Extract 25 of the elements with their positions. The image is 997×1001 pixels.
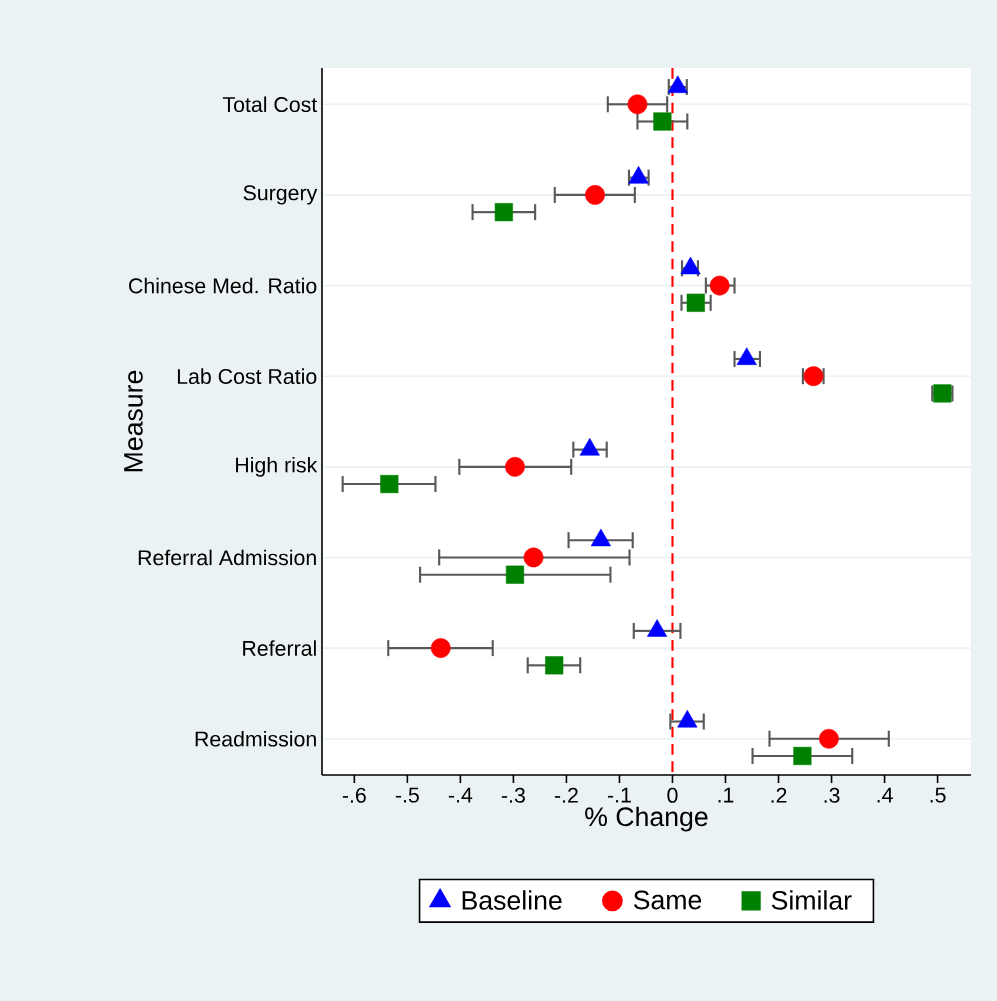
y-tick-label: Referral xyxy=(243,640,316,656)
x-tick-label: .2 xyxy=(771,787,787,803)
x-axis-title: % Change xyxy=(585,806,708,832)
y-tick-label: High risk xyxy=(236,456,318,477)
x-tick-label: -.2 xyxy=(554,787,578,803)
y-tick-label: Referral Admission xyxy=(138,549,316,566)
x-tick-label: -.6 xyxy=(342,787,366,803)
y-tick-label: Chinese Med. Ratio xyxy=(129,277,317,294)
x-tick-label: -.1 xyxy=(607,787,631,803)
legend-label: Same xyxy=(633,890,702,910)
x-tick-label: .1 xyxy=(718,787,734,803)
y-tick-label: Readmission xyxy=(195,730,316,747)
x-tick-label: -.3 xyxy=(501,787,525,803)
x-tick-label: 0 xyxy=(667,787,678,803)
x-tick-label: -.5 xyxy=(395,787,419,803)
y-tick-label: Total Cost xyxy=(222,96,318,113)
legend-label: Similar xyxy=(771,890,852,910)
x-tick-label: .4 xyxy=(877,787,893,803)
x-tick-label: .3 xyxy=(824,787,840,803)
y-axis-title: Measure xyxy=(124,370,143,472)
legend-label: Baseline xyxy=(462,890,562,910)
y-tick-label: Lab Cost Ratio xyxy=(177,368,317,385)
y-tick-label: Surgery xyxy=(243,185,318,205)
x-tick-label: -.4 xyxy=(448,787,473,803)
x-tick-label: .5 xyxy=(930,787,946,803)
